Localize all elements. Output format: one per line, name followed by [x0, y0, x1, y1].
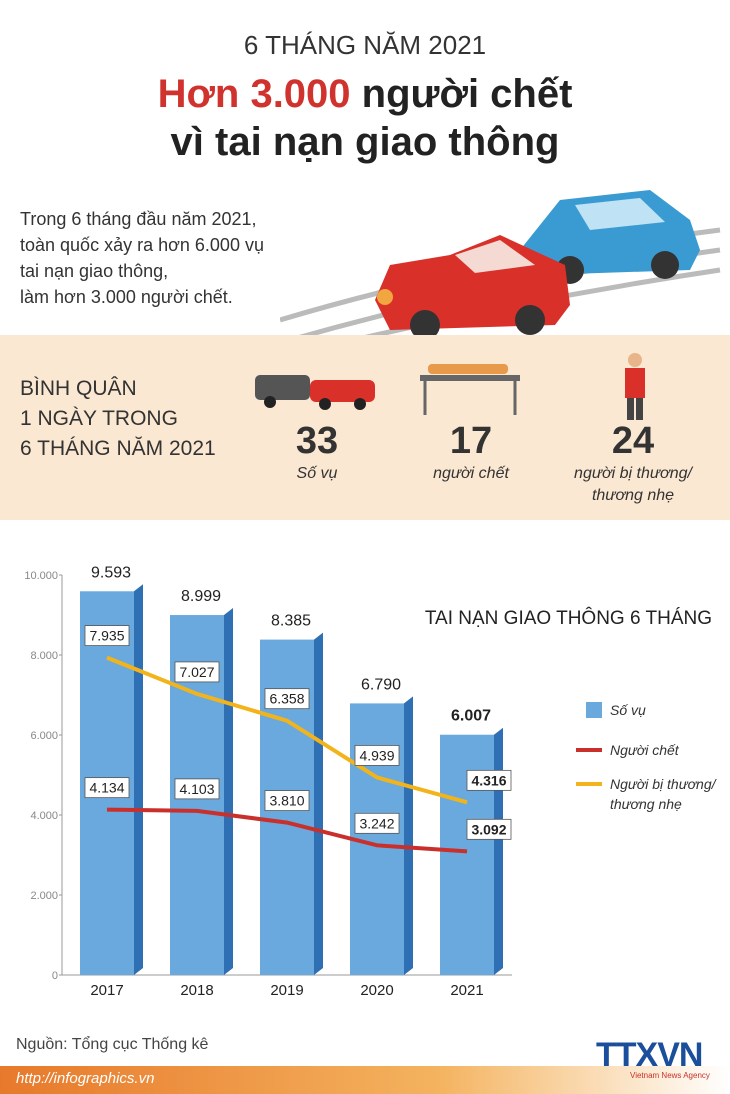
stat-label: người chết — [433, 465, 509, 482]
url[interactable]: http://infographics.vn — [16, 1070, 155, 1087]
line-value-label: 3.810 — [269, 793, 304, 809]
intro: Trong 6 tháng đầu năm 2021, toàn quốc xảy… — [20, 206, 264, 310]
intro-line: Trong 6 tháng đầu năm 2021, — [20, 209, 257, 229]
stat-label: Số vụ — [296, 465, 338, 482]
value-label-box — [264, 790, 310, 812]
y-tick-label: 6.000 — [30, 730, 58, 742]
legend-label: Người chết — [610, 742, 679, 758]
value-label-box — [84, 625, 130, 646]
y-tick-label: 2.000 — [30, 890, 58, 902]
bar-side — [314, 632, 323, 975]
bar-side — [224, 608, 233, 975]
stat-value: 17 — [449, 420, 493, 462]
daily-label-line: 1 NGÀY TRONG — [20, 407, 178, 430]
bar-side — [404, 696, 413, 975]
legend-swatch — [576, 782, 602, 786]
intro-line: tai nạn giao thông, — [20, 261, 169, 281]
stat: 33 Số vụ — [232, 420, 402, 485]
line-value-label: 3.242 — [359, 815, 394, 831]
intro-line: toàn quốc xảy ra hơn 6.000 vụ — [20, 235, 264, 255]
chart-title: TAI NẠN GIAO THÔNG 6 THÁNG — [425, 607, 712, 629]
line — [106, 655, 468, 805]
x-tick-label: 2021 — [450, 982, 483, 999]
y-tick-label: 0 — [52, 970, 58, 982]
footer-band — [0, 1066, 730, 1094]
bar-value-label: 6.790 — [361, 676, 401, 693]
bar-value-label: 6.007 — [451, 708, 491, 725]
y-tick-label: 10.000 — [24, 570, 58, 582]
legend-swatch — [576, 748, 602, 752]
line-value-label: 4.316 — [471, 772, 506, 788]
y-tick-label: 4.000 — [30, 810, 58, 822]
stat-label: người bị thương/ thương nhẹ — [574, 465, 692, 504]
line-value-label: 4.939 — [359, 747, 394, 763]
title-highlight: Hơn 3.000 — [157, 72, 351, 116]
line-value-label: 4.134 — [89, 780, 124, 796]
bar-side — [494, 727, 503, 975]
value-label-box — [264, 688, 310, 710]
daily-icons — [255, 353, 645, 420]
title-line: vì tai nạn giao thông — [170, 120, 560, 164]
title-rest: người chết — [361, 72, 573, 116]
line-value-label: 7.935 — [89, 628, 124, 644]
x-tick-label: 2020 — [360, 982, 393, 999]
logo: TTXVN — [596, 1036, 703, 1074]
daily-band — [0, 335, 730, 520]
daily-label-line: BÌNH QUÂN — [20, 377, 137, 400]
crash-illustration — [280, 190, 721, 351]
x-tick-label: 2017 — [90, 982, 123, 999]
title: Hơn 3.000 người chết — [0, 72, 730, 117]
bar-value-label: 8.999 — [181, 588, 221, 605]
stat: 17 người chết — [386, 420, 556, 485]
stat-value: 33 — [295, 420, 339, 462]
stat-value: 24 — [611, 420, 655, 462]
line-value-label: 6.358 — [269, 691, 304, 707]
daily-label: BÌNH QUÂN 1 NGÀY TRONG 6 THÁNG NĂM 2021 — [20, 374, 216, 464]
x-tick-label: 2018 — [180, 982, 213, 999]
bar-value-label: 8.385 — [271, 613, 311, 630]
y-tick-label: 8.000 — [30, 650, 58, 662]
line — [106, 807, 468, 854]
value-label-box — [466, 769, 512, 791]
x-tick-label: 2019 — [270, 982, 303, 999]
intro-line: làm hơn 3.000 người chết. — [20, 287, 233, 307]
value-label-box — [354, 812, 400, 834]
kicker: 6 THÁNG NĂM 2021 — [243, 30, 487, 60]
chart: TAI NẠN GIAO THÔNG 6 THÁNG 0 2.000 4.000 6.… — [24, 564, 712, 999]
legend-label: Người bị thương/ thương nhẹ — [610, 776, 716, 812]
bar-side — [134, 584, 143, 975]
value-label-box — [84, 777, 130, 799]
logo-sub: Vietnam News Agency — [630, 1071, 710, 1080]
line-value-label: 3.092 — [471, 821, 506, 837]
value-label-box — [466, 818, 512, 840]
legend-swatch — [586, 702, 602, 718]
source: Nguồn: Tổng cục Thống kê — [16, 1036, 209, 1053]
line-value-label: 7.027 — [179, 664, 214, 680]
line-value-label: 4.103 — [179, 781, 214, 797]
value-label-box — [354, 745, 400, 766]
stat: 24 người bị thương/ thương nhẹ — [548, 420, 718, 507]
value-label-box — [174, 778, 220, 800]
bar-value-label: 9.593 — [91, 564, 131, 581]
legend-label: Số vụ — [610, 702, 646, 718]
daily-label-line: 6 THÁNG NĂM 2021 — [20, 437, 216, 460]
value-label-box — [174, 661, 220, 683]
